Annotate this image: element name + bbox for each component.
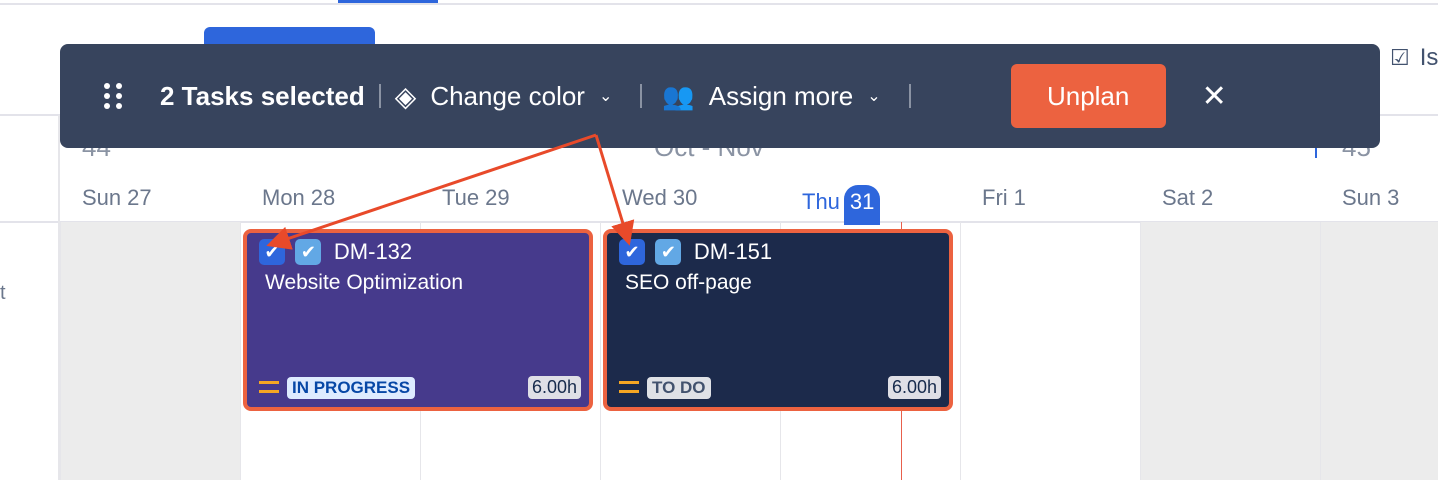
day-number: 28: [310, 185, 336, 210]
assign-more-button[interactable]: 👥 Assign more ⌄: [662, 81, 880, 112]
header-divider: [0, 221, 1438, 223]
assign-more-label: Assign more: [708, 80, 854, 111]
separator: [908, 84, 911, 108]
bulk-action-toolbar: 2 Tasks selected ◈ Change color ⌄ 👥 Assi…: [60, 44, 1380, 148]
day-column[interactable]: [1320, 222, 1438, 480]
day-name: Sat: [1162, 185, 1196, 210]
day-name: Wed: [622, 185, 667, 210]
task-type-icon: ✔: [295, 239, 322, 265]
arrow: [266, 133, 597, 250]
sidebar-border: [58, 115, 60, 480]
day-column[interactable]: [960, 222, 1140, 480]
day-number: 2: [1201, 185, 1214, 210]
day-column[interactable]: [600, 222, 780, 480]
day-name: Mon: [262, 185, 305, 210]
selected-count: 2 Tasks selected: [160, 80, 365, 111]
day-header: Wed 30: [622, 185, 697, 211]
day-header: Tue 29: [442, 185, 510, 211]
users-icon: 👥: [662, 80, 695, 111]
separator: [378, 84, 381, 108]
day-header: Sun 3: [1342, 185, 1399, 211]
chevron-down-icon: ⌄: [598, 88, 613, 105]
change-color-label: Change color: [430, 80, 585, 111]
divider: [0, 114, 60, 116]
divider: [1380, 114, 1438, 116]
day-number: 30: [672, 185, 698, 210]
status-badge: IN PROGRESS: [287, 377, 416, 399]
day-header: Fri 1: [982, 185, 1026, 211]
chevron-down-icon: ⌄: [867, 88, 881, 105]
day-name: Fri: [982, 185, 1008, 210]
task-type-icon: ✔: [655, 239, 682, 265]
day-name: Tue: [442, 185, 480, 210]
task-title: Website Optimization: [265, 271, 464, 294]
issues-tab-partial[interactable]: ☑ Is: [1390, 44, 1438, 72]
day-name: Thu: [802, 189, 840, 214]
task-card-dm-132[interactable]: ✔ ✔ DM-132 Website Optimization IN PROGR…: [243, 229, 593, 411]
priority-medium-icon: [259, 381, 279, 393]
day-header: Sat 2: [1162, 185, 1213, 211]
day-number: 1: [1013, 185, 1026, 210]
arrow: [594, 134, 635, 246]
active-tab-indicator: [338, 0, 438, 3]
priority-medium-icon: [619, 381, 639, 393]
task-key: DM-151: [693, 239, 773, 264]
task-key: DM-132: [333, 239, 413, 264]
day-header: Thu 31: [802, 175, 881, 225]
estimate-hours: 6.00h: [527, 376, 581, 399]
day-column[interactable]: [60, 222, 240, 480]
paint-bucket-icon: ◈: [394, 80, 417, 112]
day-number: 3: [1387, 185, 1400, 210]
day-number: 27: [127, 185, 152, 210]
day-name: Sun: [82, 185, 122, 210]
task-title: SEO off-page: [625, 271, 752, 294]
issues-label: Is: [1419, 44, 1438, 71]
estimate-hours: 6.00h: [887, 376, 941, 399]
sidebar-partial-text: t: [0, 282, 6, 304]
drag-handle-icon[interactable]: [104, 83, 124, 109]
top-divider: [0, 3, 1438, 5]
day-header: Mon 28: [262, 185, 335, 211]
change-color-button[interactable]: ◈ Change color ⌄: [395, 80, 613, 113]
day-number: 31: [843, 185, 881, 225]
task-card-dm-151[interactable]: ✔ ✔ DM-151 SEO off-page TO DO 6.00h: [603, 229, 953, 411]
week-marker: [1315, 140, 1317, 158]
day-column[interactable]: [240, 222, 420, 480]
day-header: Sun 27: [82, 185, 152, 211]
day-number: 29: [485, 185, 510, 210]
issue-list-icon: ☑: [1390, 45, 1410, 70]
separator: [640, 84, 643, 108]
close-icon[interactable]: ✕: [1201, 79, 1227, 113]
unplan-button[interactable]: Unplan: [1010, 64, 1166, 128]
status-badge: TO DO: [647, 377, 711, 399]
day-name: Sun: [1342, 185, 1382, 210]
day-column[interactable]: [1140, 222, 1320, 480]
